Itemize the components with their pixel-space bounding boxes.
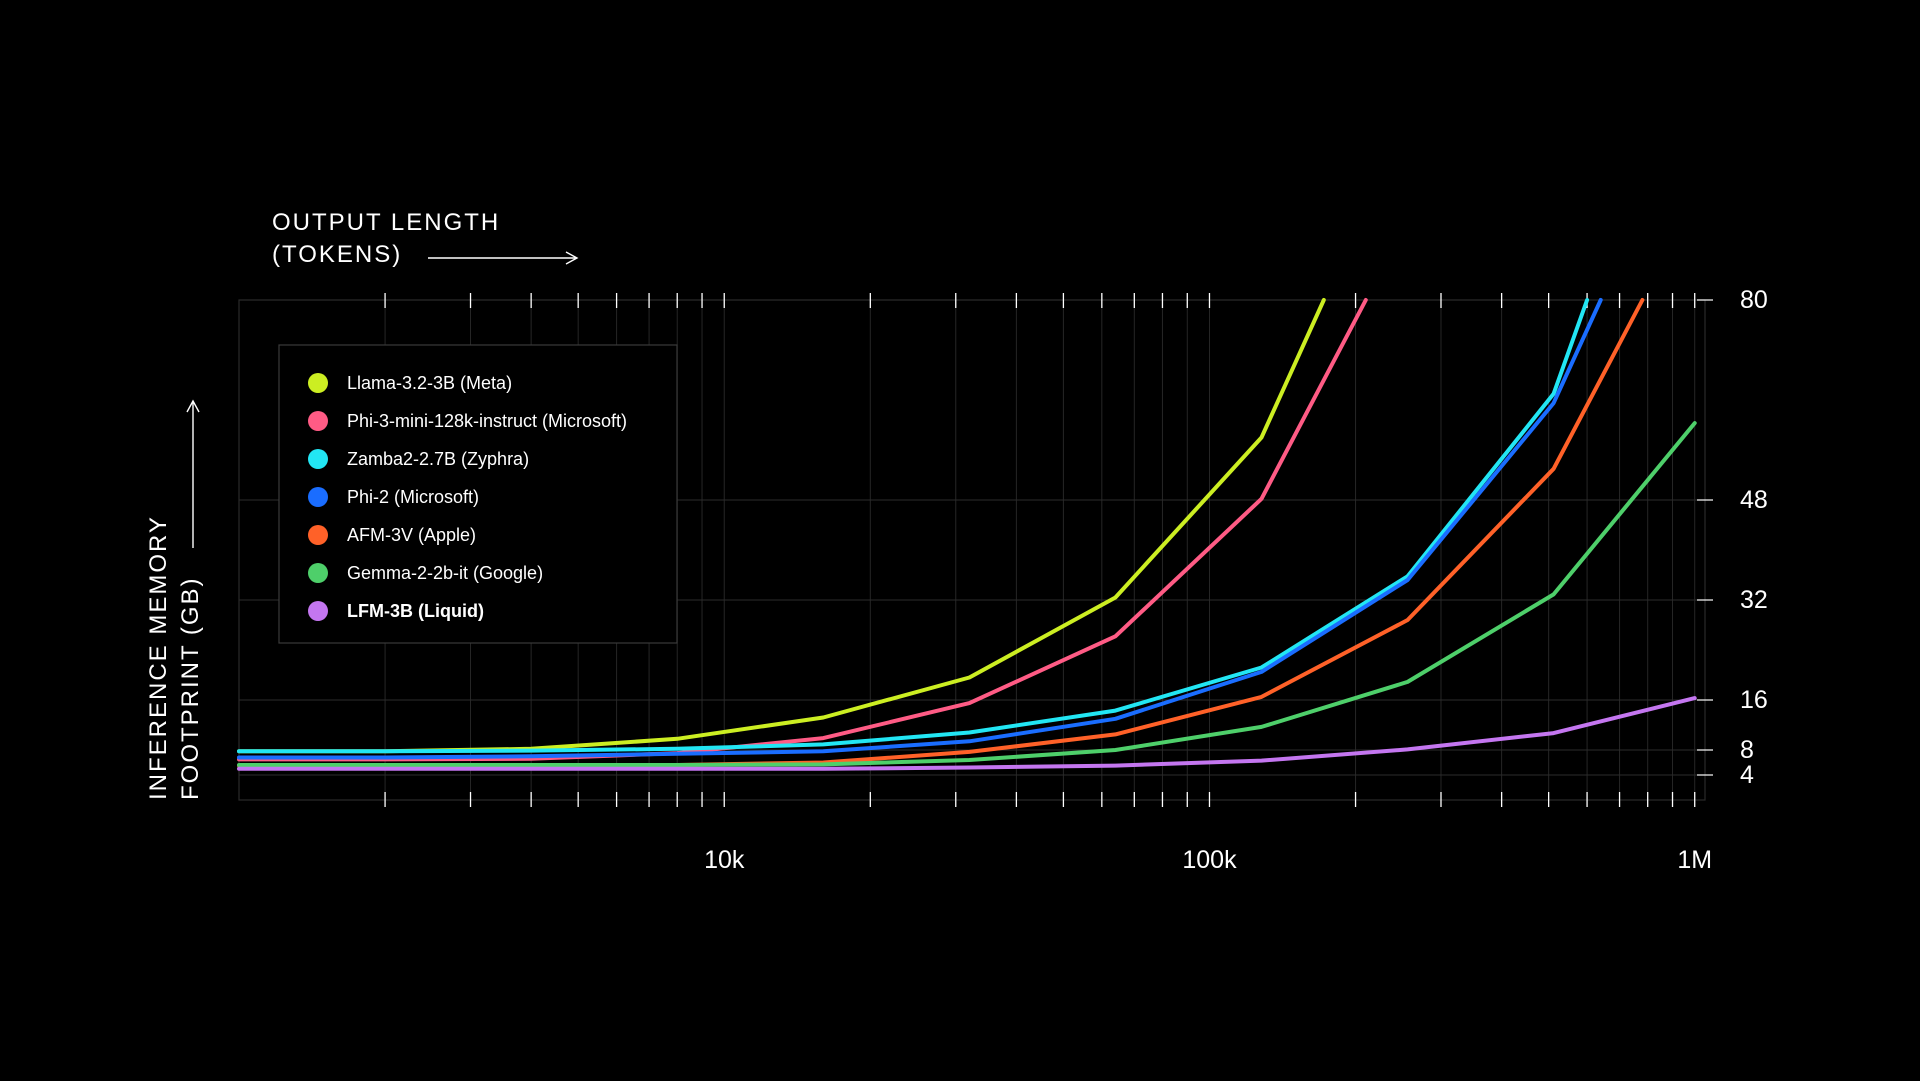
- legend-swatch: [308, 563, 328, 583]
- x-axis-arrowhead-icon: [565, 251, 579, 265]
- legend-label: LFM-3B (Liquid): [347, 601, 484, 621]
- legend-swatch: [308, 411, 328, 431]
- x-axis-title-line-2: (TOKENS): [272, 241, 402, 268]
- series-lines: [237, 298, 1697, 771]
- legend-label: Phi-2 (Microsoft): [347, 487, 479, 507]
- y-axis-title-line-2: FOOTPRINT (GB): [177, 576, 204, 800]
- y-axis-title: INFERENCE MEMORY FOOTPRINT (GB): [145, 399, 204, 800]
- legend-label: AFM-3V (Apple): [347, 525, 476, 545]
- y-tick-label: 4: [1740, 761, 1754, 789]
- legend-label: Gemma-2-2b-it (Google): [347, 563, 543, 583]
- legend-items: Llama-3.2-3B (Meta) Phi-3-mini-128k-instr…: [308, 373, 627, 621]
- series-line-3: [237, 298, 1603, 760]
- legend: Llama-3.2-3B (Meta) Phi-3-mini-128k-instr…: [278, 344, 678, 644]
- y-tick-label: 16: [1740, 686, 1768, 714]
- x-axis-title-line-1: OUTPUT LENGTH: [272, 209, 500, 236]
- series-line-1: [237, 298, 1368, 762]
- x-tick-label: 100k: [1182, 846, 1237, 874]
- legend-label: Llama-3.2-3B (Meta): [347, 373, 512, 393]
- legend-box: [278, 344, 678, 644]
- y-tick-label: 32: [1740, 586, 1768, 614]
- legend-swatch: [308, 449, 328, 469]
- legend-label: Zamba2-2.7B (Zyphra): [347, 449, 529, 469]
- x-tick-label: 1M: [1677, 846, 1712, 874]
- y-axis-tick-labels: 48 16 32 48 80: [1740, 286, 1768, 789]
- series-line-5: [237, 421, 1697, 767]
- y-tick-label: 80: [1740, 286, 1768, 314]
- x-tick-label: 10k: [704, 846, 745, 874]
- series-line-2: [237, 298, 1590, 754]
- series-line-6: [237, 696, 1697, 771]
- y-tick-label: 48: [1740, 486, 1768, 514]
- x-axis-tick-labels: 10k 100k 1M: [704, 846, 1712, 874]
- y-axis-title-line-1: INFERENCE MEMORY: [145, 515, 172, 800]
- legend-swatch: [308, 373, 328, 393]
- legend-swatch: [308, 601, 328, 621]
- x-axis-ticks: [384, 293, 1696, 807]
- legend-swatch: [308, 525, 328, 545]
- legend-swatch: [308, 487, 328, 507]
- legend-label: Phi-3-mini-128k-instruct (Microsoft): [347, 411, 627, 431]
- y-axis-arrowhead-icon: [186, 399, 200, 413]
- y-tick-label: 8: [1740, 736, 1754, 764]
- x-axis-title: OUTPUT LENGTH (TOKENS): [272, 209, 579, 268]
